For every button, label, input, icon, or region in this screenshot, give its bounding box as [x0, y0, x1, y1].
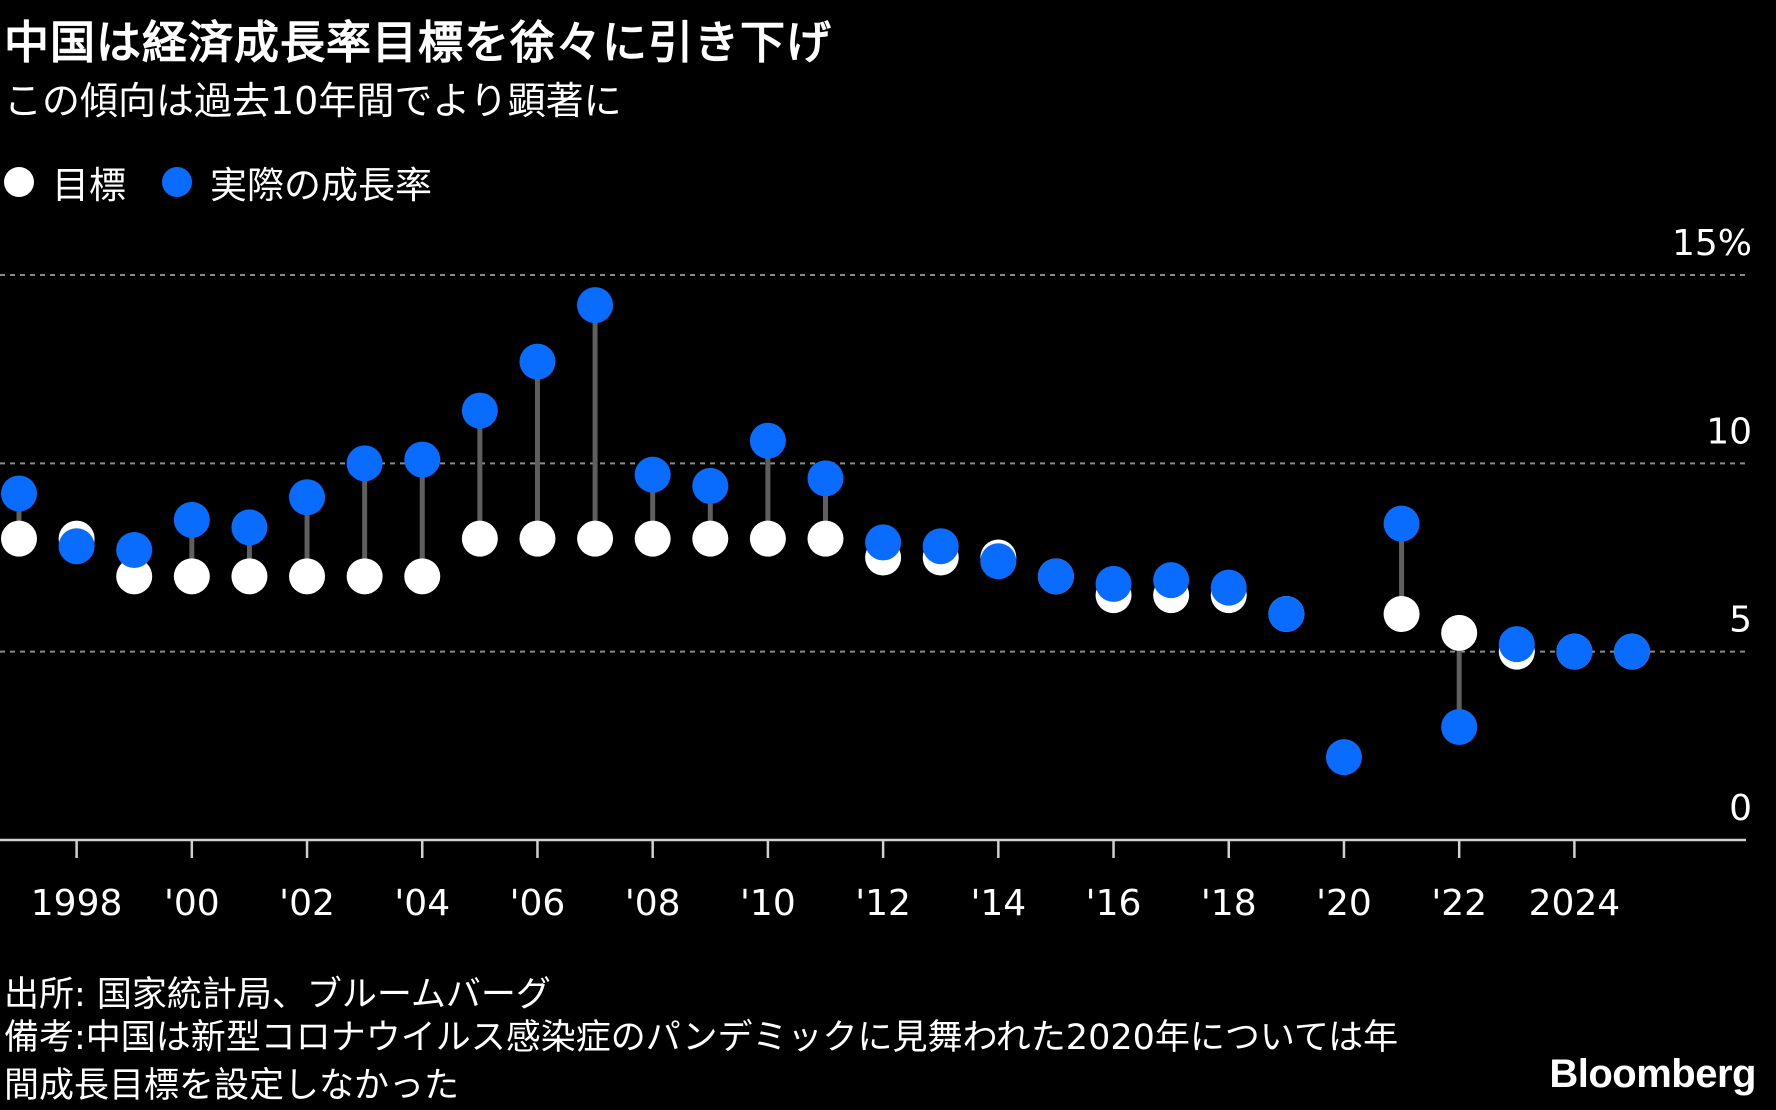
legend-item-actual: 実際の成長率 [162, 155, 432, 209]
actual-point [865, 524, 902, 561]
actual-point [1383, 505, 1420, 542]
target-point [1, 520, 37, 557]
x-tick-label: '04 [394, 883, 450, 924]
actual-point [1268, 596, 1305, 632]
actual-point [461, 392, 498, 429]
target-point [1441, 614, 1478, 651]
x-tick-label: '06 [510, 883, 566, 924]
actual-point [1153, 562, 1190, 599]
actual-point [1614, 633, 1650, 670]
actual-point [346, 445, 383, 482]
target-point [577, 520, 614, 557]
target-point [404, 558, 441, 595]
source-note: 出所: 国家統計局、ブルームバーグ [4, 975, 551, 1015]
bloomberg-logo: Bloomberg [1549, 1052, 1756, 1096]
x-tick-label: '08 [625, 883, 681, 924]
actual-point [749, 422, 786, 459]
chart-plot: 0 5 10 15% 1998 '00 '02 '04 '06 '08 '10 '12 '14 '16 '1… [0, 223, 1752, 924]
actual-point [519, 343, 556, 380]
legend-item-target: 目標 [4, 155, 126, 209]
actual-point [116, 531, 153, 568]
target-point [346, 558, 383, 595]
legend-target-label: 目標 [52, 164, 126, 207]
target-point [634, 520, 671, 557]
actual-point [807, 460, 844, 497]
x-tick-label: '14 [970, 883, 1026, 924]
x-tick-label: '22 [1431, 883, 1487, 924]
actual-point [231, 509, 268, 546]
legend: 目標 実際の成長率 [4, 155, 468, 209]
x-tick-label: '16 [1086, 883, 1142, 924]
target-point [1383, 596, 1420, 632]
target-point [807, 520, 844, 557]
y-tick-label: 0 [1729, 788, 1752, 829]
actual-point [1556, 633, 1593, 670]
actual-point [634, 456, 671, 493]
x-tick-label: 2024 [1529, 883, 1621, 924]
chart-subtitle: この傾向は過去10年間でより顕著に [4, 79, 622, 123]
legend-actual-dot [162, 167, 192, 197]
actual-point [980, 543, 1017, 580]
x-tick-label: '00 [164, 883, 220, 924]
x-tick-label: '12 [855, 883, 911, 924]
target-point [289, 558, 326, 595]
x-tick-label: '02 [279, 883, 335, 924]
target-point [116, 558, 153, 595]
y-tick-label: 10 [1706, 411, 1752, 452]
footnote: 備考:中国は新型コロナウイルス感染症のパンデミックに見舞われた2020年について… [4, 1018, 1399, 1106]
target-point [749, 520, 786, 557]
x-tick-label: '20 [1316, 883, 1372, 924]
actual-point [1095, 565, 1132, 602]
y-tick-label: 5 [1729, 600, 1752, 641]
target-point [519, 520, 556, 557]
x-tick-label: 1998 [31, 883, 123, 924]
actual-point [692, 467, 729, 504]
target-point [461, 520, 498, 557]
x-tick-label: '10 [740, 883, 796, 924]
actual-point [577, 287, 614, 324]
actual-point [404, 441, 441, 478]
target-point [231, 558, 268, 595]
actual-point [173, 501, 210, 538]
legend-target-dot [4, 167, 34, 197]
actual-point [922, 528, 959, 565]
actual-point [1037, 558, 1074, 595]
actual-point [1, 475, 37, 512]
actual-point [1325, 739, 1362, 776]
actual-point [1441, 709, 1478, 745]
actual-point [289, 479, 326, 516]
actual-point [1498, 626, 1535, 663]
chart-title: 中国は経済成長率目標を徐々に引き下げ [4, 16, 833, 69]
actual-point [58, 528, 95, 565]
legend-actual-label: 実際の成長率 [210, 164, 432, 207]
y-tick-label: 15% [1672, 223, 1752, 264]
target-point [692, 520, 729, 557]
target-point [173, 558, 210, 595]
x-tick-label: '18 [1201, 883, 1257, 924]
actual-point [1210, 569, 1247, 606]
